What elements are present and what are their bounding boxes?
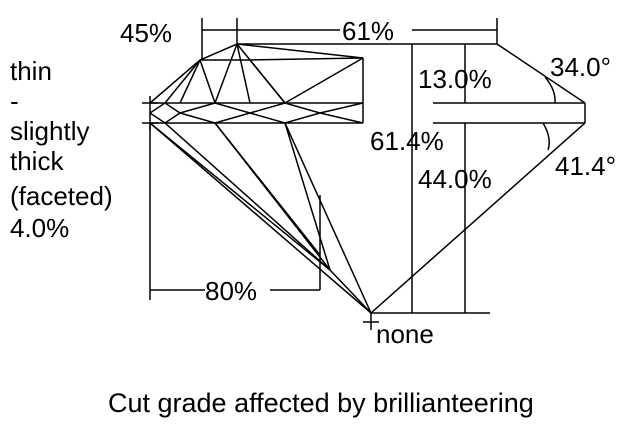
- girdle-line-6: 4.0%: [10, 213, 69, 243]
- crown-angle-label: 34.0°: [550, 52, 611, 82]
- girdle-line-5: (faceted): [10, 181, 113, 211]
- table-width-label: 61%: [342, 16, 394, 46]
- girdle-line-1: thin: [10, 56, 52, 86]
- girdle-line-3: slightly: [10, 116, 89, 146]
- pavilion-angle-label: 41.4°: [555, 151, 616, 181]
- girdle-line-4: thick: [10, 146, 64, 176]
- measurement-lines: [142, 18, 585, 330]
- lower-half-length-label: 80%: [205, 276, 257, 306]
- pavilion-depth-label: 44.0%: [418, 164, 492, 194]
- girdle-label: thin - slightly thick (faceted) 4.0%: [10, 56, 113, 243]
- girdle-line-2: -: [10, 86, 19, 116]
- total-depth-label: 61.4%: [370, 126, 444, 156]
- diagram-caption: Cut grade affected by brillianteering: [108, 388, 534, 418]
- facet-lines: [149, 43, 372, 314]
- crown-height-label: 13.0%: [418, 64, 492, 94]
- diamond-outline: [237, 43, 586, 314]
- star-length-label: 45%: [120, 18, 172, 48]
- culet-label: none: [376, 319, 434, 349]
